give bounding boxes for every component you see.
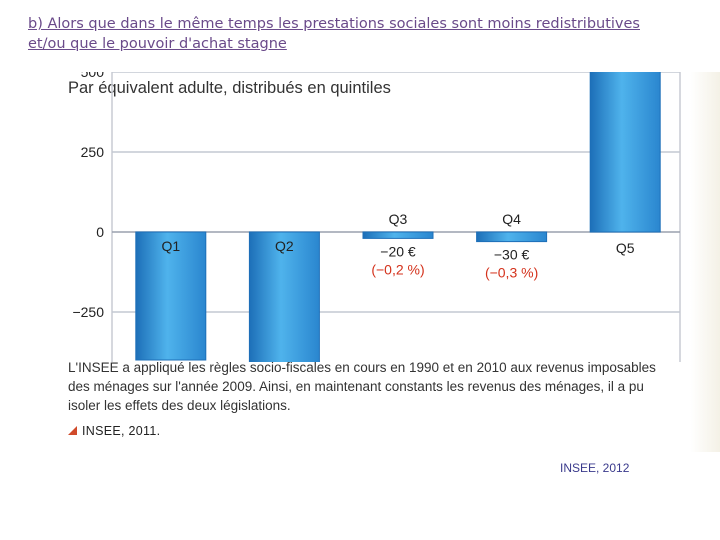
bar-q4 bbox=[476, 231, 548, 243]
chart-title: Par équivalent adulte, distribués en qui… bbox=[68, 79, 391, 97]
footnote-line-2: des ménages sur l'année 2009. Ainsi, en … bbox=[68, 379, 644, 394]
data-label: −30 € bbox=[494, 247, 530, 263]
category-label: Q5 bbox=[616, 240, 635, 256]
chart-canvas: Par équivalent adulte, distribués en qui… bbox=[68, 72, 681, 362]
chart-source: INSEE, 2011. bbox=[68, 424, 160, 438]
category-label: Q2 bbox=[275, 238, 294, 254]
chart-source-text: INSEE, 2011. bbox=[82, 424, 161, 438]
heading-line-1: b) Alors que dans le même temps les pres… bbox=[28, 16, 640, 32]
y-tick-label: −250 bbox=[72, 304, 104, 320]
footnote-line-1: L'INSEE a appliqué les règles socio-fisc… bbox=[68, 360, 656, 375]
triangle-icon bbox=[68, 426, 77, 435]
category-label: Q1 bbox=[161, 238, 180, 254]
page-edge bbox=[690, 72, 720, 452]
bar-q1 bbox=[135, 231, 207, 361]
slide-heading: b) Alors que dans le même temps les pres… bbox=[28, 14, 708, 54]
plot-frame bbox=[111, 72, 681, 362]
bar-chart: Par équivalent adulte, distribués en qui… bbox=[62, 72, 687, 447]
slide-source: INSEE, 2012 bbox=[560, 461, 630, 475]
percent-label: (−0,3 %) bbox=[485, 265, 538, 281]
heading-line-2: et/ou que le pouvoir d'achat stagne bbox=[28, 36, 287, 52]
bar-q3 bbox=[362, 231, 434, 239]
category-label: Q4 bbox=[502, 211, 521, 227]
y-tick-label: 500 bbox=[81, 72, 105, 80]
chart-footnote: L'INSEE a appliqué les règles socio-fisc… bbox=[68, 358, 688, 415]
category-label: Q3 bbox=[389, 211, 408, 227]
bar-q5 bbox=[589, 72, 661, 233]
footnote-line-3: isoler les effets des deux législations. bbox=[68, 398, 291, 413]
y-tick-label: 250 bbox=[81, 144, 105, 160]
bar-q2 bbox=[248, 231, 320, 362]
y-tick-label: 0 bbox=[96, 224, 104, 240]
data-label: −20 € bbox=[380, 243, 416, 259]
percent-label: (−0,2 %) bbox=[371, 261, 424, 277]
